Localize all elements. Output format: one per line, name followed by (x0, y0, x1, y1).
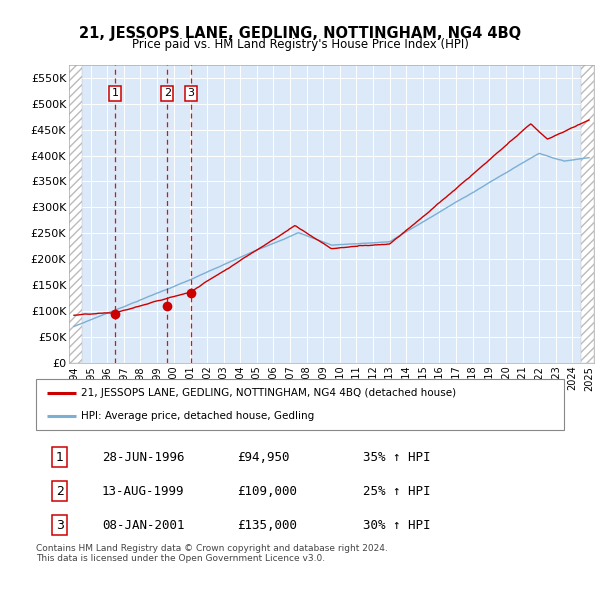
Text: Contains HM Land Registry data © Crown copyright and database right 2024.
This d: Contains HM Land Registry data © Crown c… (36, 544, 388, 563)
Text: Price paid vs. HM Land Registry's House Price Index (HPI): Price paid vs. HM Land Registry's House … (131, 38, 469, 51)
Text: 28-JUN-1996: 28-JUN-1996 (102, 451, 185, 464)
Bar (581, 65, 594, 363)
Text: 30% ↑ HPI: 30% ↑ HPI (364, 519, 431, 532)
Text: 3: 3 (187, 88, 194, 98)
Bar (69, 65, 82, 363)
Text: 25% ↑ HPI: 25% ↑ HPI (364, 485, 431, 498)
Text: 21, JESSOPS LANE, GEDLING, NOTTINGHAM, NG4 4BQ (detached house): 21, JESSOPS LANE, GEDLING, NOTTINGHAM, N… (81, 388, 456, 398)
Text: 21, JESSOPS LANE, GEDLING, NOTTINGHAM, NG4 4BQ: 21, JESSOPS LANE, GEDLING, NOTTINGHAM, N… (79, 25, 521, 41)
FancyBboxPatch shape (36, 379, 564, 430)
Text: 2: 2 (56, 485, 64, 498)
Text: £109,000: £109,000 (236, 485, 296, 498)
Text: £135,000: £135,000 (236, 519, 296, 532)
Text: 1: 1 (112, 88, 119, 98)
Text: 3: 3 (56, 519, 64, 532)
Text: HPI: Average price, detached house, Gedling: HPI: Average price, detached house, Gedl… (81, 411, 314, 421)
Text: 08-JAN-2001: 08-JAN-2001 (102, 519, 185, 532)
Text: 35% ↑ HPI: 35% ↑ HPI (364, 451, 431, 464)
Text: 13-AUG-1999: 13-AUG-1999 (102, 485, 185, 498)
Text: 1: 1 (56, 451, 64, 464)
Text: 2: 2 (164, 88, 171, 98)
Text: £94,950: £94,950 (236, 451, 289, 464)
